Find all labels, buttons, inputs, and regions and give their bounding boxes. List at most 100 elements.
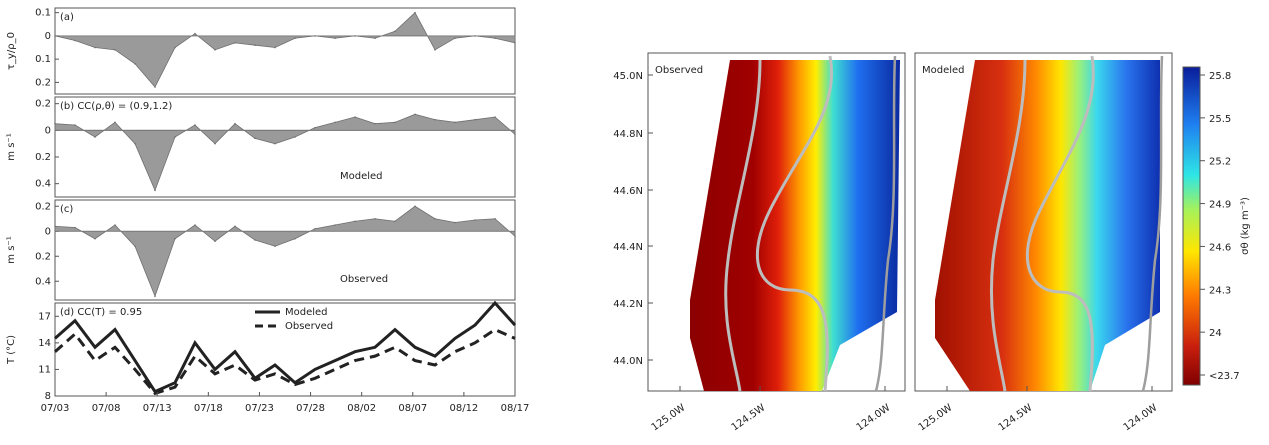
colorbar-label: σθ (kg m⁻³) [1240, 197, 1251, 255]
y-tick-label: 14 [38, 338, 51, 349]
data-point [74, 39, 76, 42]
map-modeled-field [935, 60, 1160, 391]
panel-frame [54, 7, 516, 95]
data-point [294, 136, 296, 138]
lat-tick-label: 45.0N [613, 71, 643, 82]
panel-frame [54, 302, 516, 397]
data-point [214, 142, 216, 145]
data-point [414, 11, 416, 14]
map-observed-coastline [874, 55, 897, 392]
data-point [234, 122, 236, 125]
data-point [434, 217, 436, 220]
data-point [194, 32, 196, 35]
map-observed-title: Observed [655, 65, 703, 76]
panel-title: (a) [60, 12, 74, 23]
data-point [454, 221, 456, 224]
data-point [74, 226, 76, 229]
data-point [394, 121, 396, 124]
data-point [314, 126, 316, 129]
colorbar-tick-label: 24.6 [1209, 242, 1231, 253]
data-point [354, 35, 356, 37]
data-point [174, 46, 176, 49]
x-tick-label: 08/07 [398, 403, 427, 414]
series-line-observed [54, 327, 516, 396]
y-axis-label: τ_y/ρ_0 [6, 32, 17, 70]
data-point [254, 137, 256, 140]
colorbar-tick-label: 24.9 [1209, 200, 1231, 211]
data-point [274, 245, 276, 248]
y-tick-label: 0.2 [35, 99, 51, 110]
x-tick-label: 07/23 [245, 403, 274, 414]
y-tick-label: 0.2 [35, 201, 51, 212]
data-point [374, 217, 376, 220]
lon-tick-label: 124.5W [730, 402, 768, 433]
map-modeled-title: Modeled [922, 65, 965, 76]
data-point [294, 37, 296, 40]
data-point [94, 136, 96, 138]
x-tick-label: 08/17 [501, 403, 530, 414]
map-modeled-contour [1025, 55, 1095, 392]
data-point [94, 46, 96, 49]
map-observed: Observed 45.0N 44.8N 44.6N 44.4N 44.2N 44.0N 1… [613, 52, 906, 434]
panel-title: (b) CC(ρ,θ) = (0.9,1.2) [60, 101, 172, 112]
x-tick-label: 08/02 [347, 403, 376, 414]
data-point [234, 42, 236, 44]
data-point [114, 224, 116, 226]
colorbar-tick-label: 24.3 [1209, 285, 1231, 296]
y-tick-label: 8 [45, 391, 51, 402]
data-point [134, 245, 136, 248]
y-tick-label: 0 [45, 31, 51, 42]
panel-2: 0.2 0 0.2 0.4 m s⁻¹ (b) CC(ρ,θ) = (0.9,1.2) Mo… [6, 96, 516, 198]
colorbar-tick-label: 25.2 [1209, 157, 1231, 168]
lon-tick-label: 125.0W [650, 402, 688, 433]
data-point [154, 189, 156, 192]
map-observed-contour [755, 55, 833, 392]
data-point [154, 295, 156, 298]
data-point [414, 113, 416, 116]
data-point [374, 37, 376, 40]
y-tick-label: 0.4 [35, 179, 51, 190]
lat-tick-label: 44.2N [613, 299, 643, 310]
x-tick-label: 07/03 [41, 403, 70, 414]
data-point [514, 133, 516, 136]
data-point [394, 30, 396, 33]
x-tick-label: 07/08 [92, 403, 121, 414]
area-series [54, 12, 516, 88]
data-point [154, 86, 156, 88]
y-tick-label: 17 [38, 311, 51, 322]
data-point [454, 121, 456, 124]
panel-1: 0.1 0 0.1 0.2 τ_y/ρ_0 (a) [6, 7, 516, 95]
data-point [274, 142, 276, 145]
y-tick-label: 0.1 [35, 54, 51, 65]
data-point [114, 49, 116, 51]
map-observed-field [690, 60, 900, 391]
data-point [134, 142, 136, 145]
panel-annotation: Observed [340, 274, 388, 285]
y-axis-label: m s⁻¹ [6, 236, 17, 263]
data-point [254, 239, 256, 241]
panel-frame [54, 96, 516, 198]
map-modeled-contour-2 [989, 59, 1027, 392]
data-point [374, 122, 376, 125]
y-tick-label: 0.4 [35, 276, 51, 287]
data-point [334, 37, 336, 40]
data-point [294, 237, 296, 240]
data-point [54, 225, 56, 228]
lat-tick-label: 44.4N [613, 242, 643, 253]
data-point [494, 116, 496, 118]
data-point [474, 35, 476, 37]
data-point [254, 44, 256, 46]
data-point [314, 227, 316, 230]
data-point [434, 49, 436, 51]
data-point [194, 124, 196, 126]
data-point [174, 237, 176, 240]
data-point [454, 37, 456, 40]
data-point [54, 122, 56, 125]
data-point [394, 220, 396, 223]
colorbar-tick-label: <23.7 [1209, 371, 1240, 382]
data-point [514, 235, 516, 238]
y-axis-label: m s⁻¹ [6, 133, 17, 160]
series-line-modeled [54, 300, 517, 394]
area-series [54, 113, 516, 192]
